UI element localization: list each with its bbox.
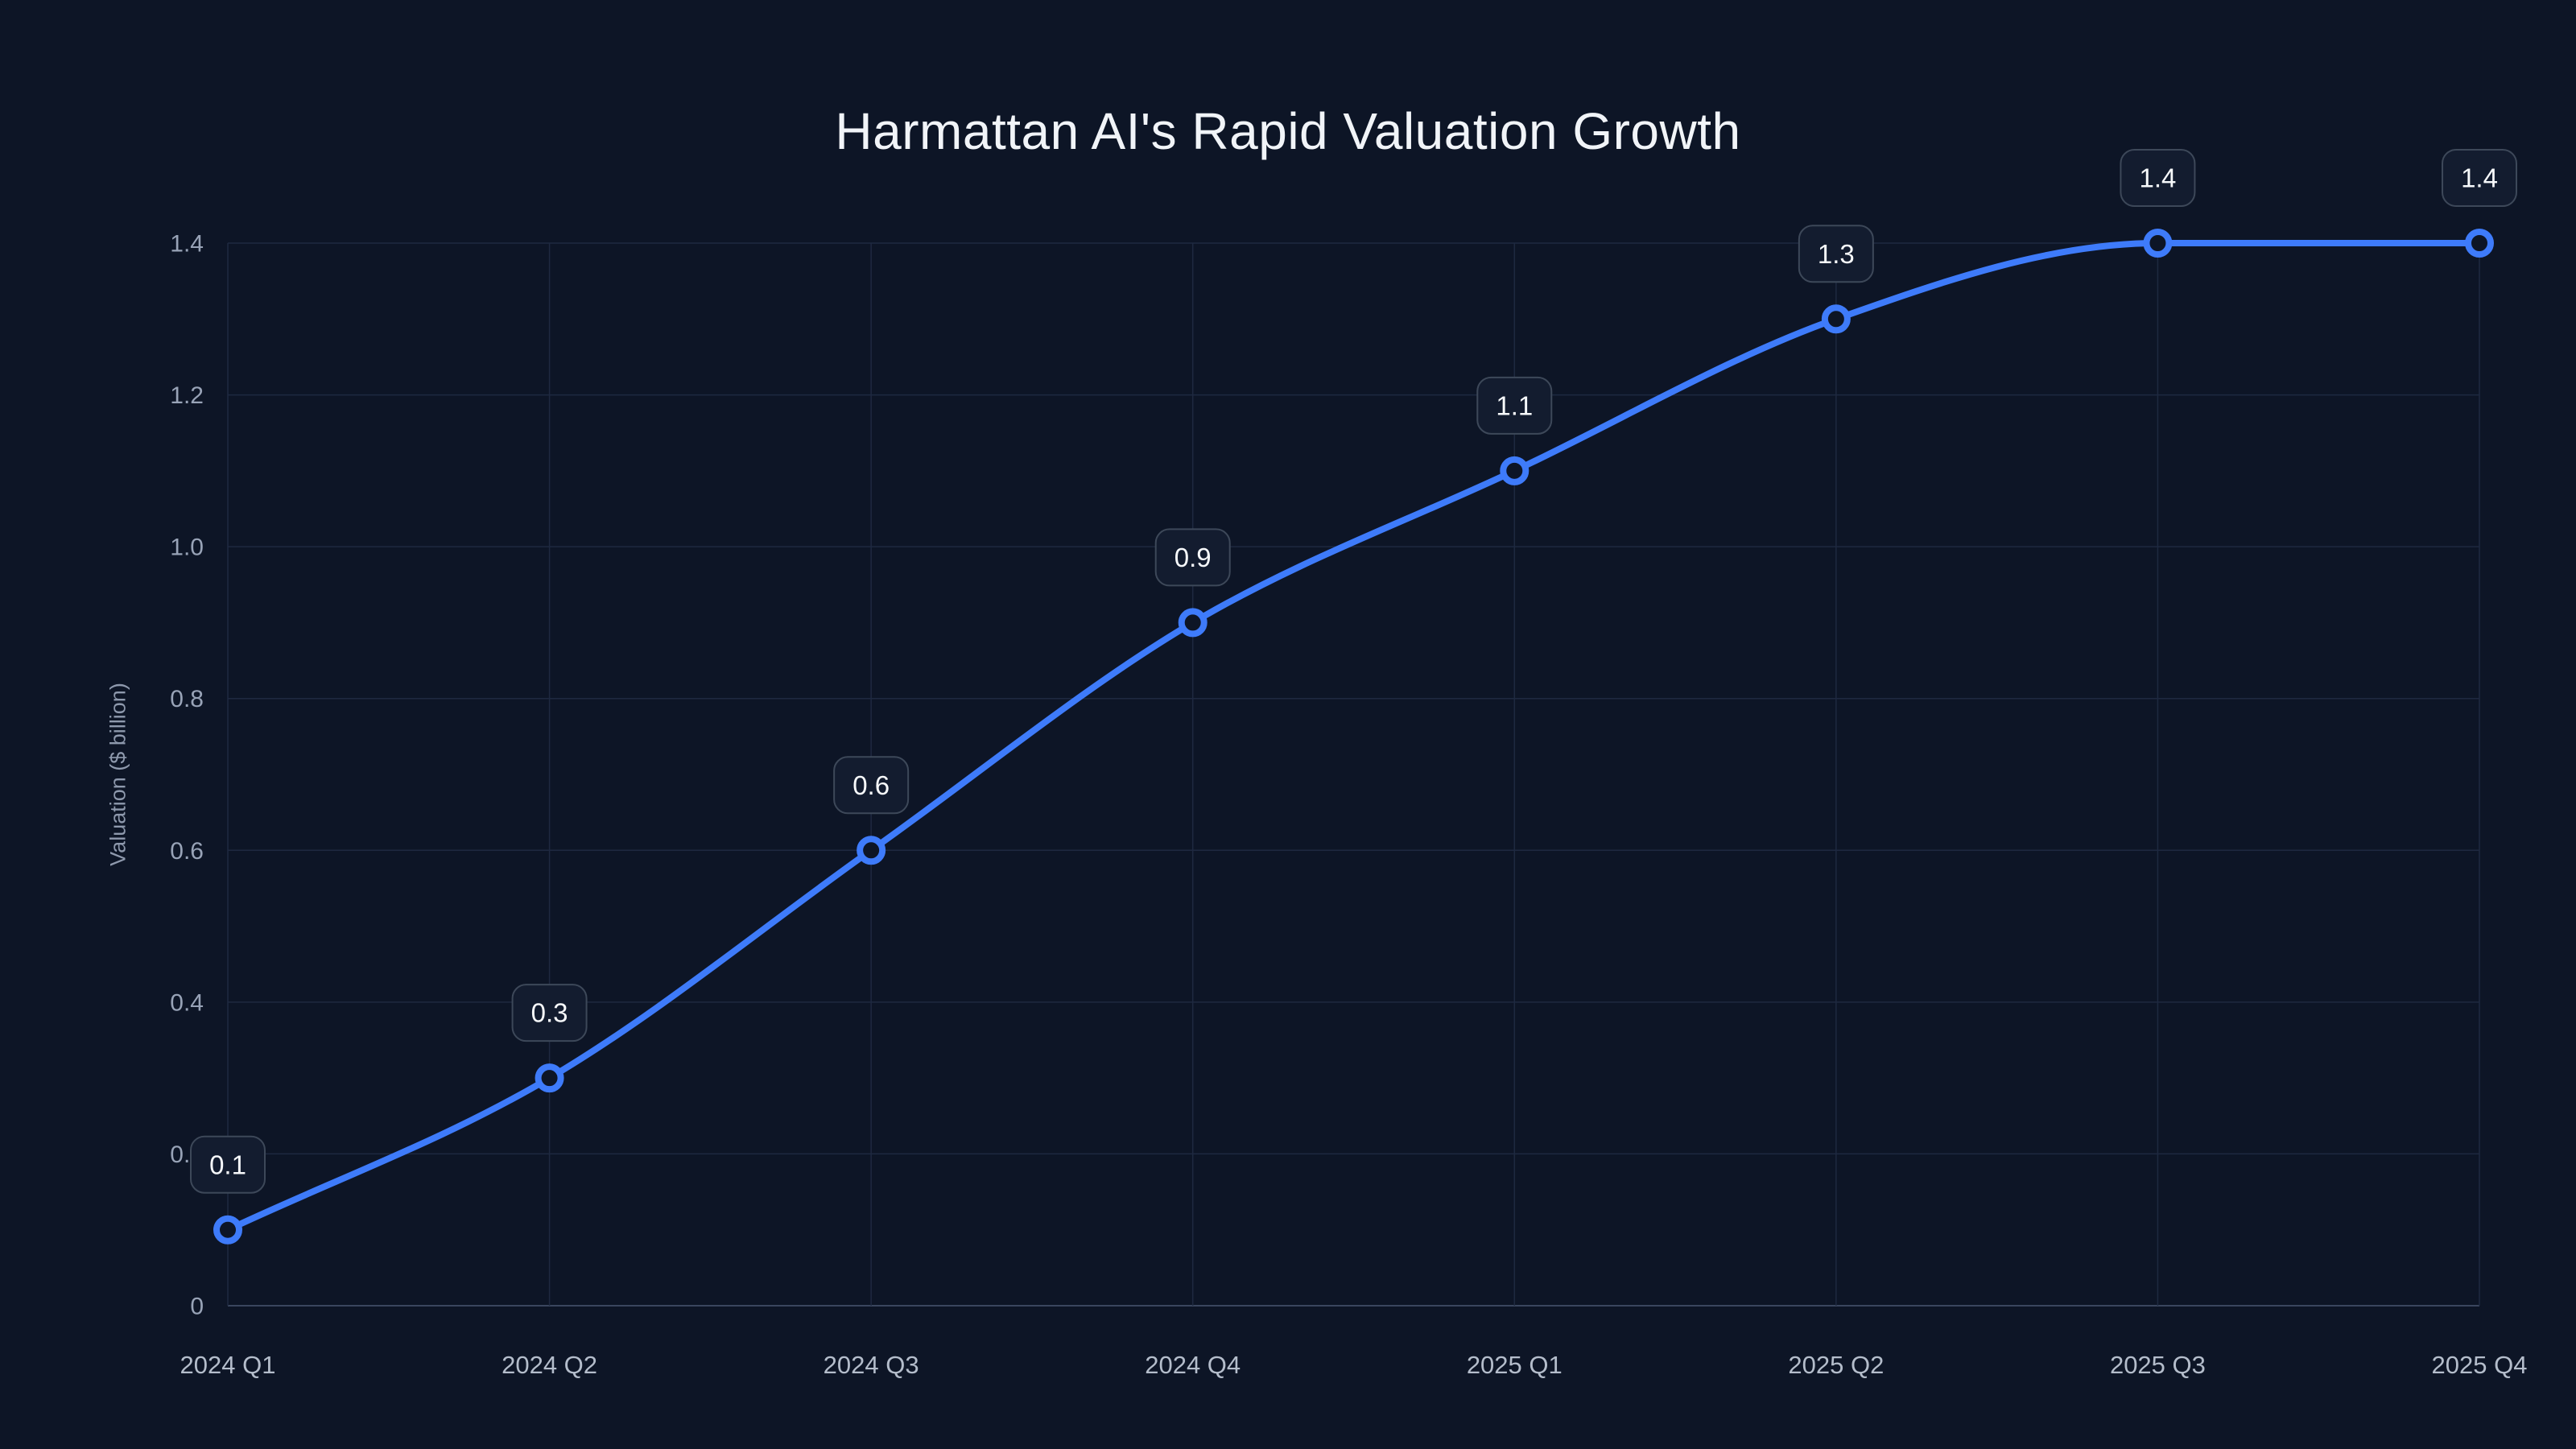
data-label: 1.4 <box>2139 163 2176 193</box>
data-point-marker[interactable] <box>2465 229 2494 258</box>
y-tick-label: 1.4 <box>170 231 204 258</box>
data-point-marker[interactable] <box>1821 304 1851 334</box>
x-axis-label: 2024 Q1 <box>180 1351 276 1379</box>
data-label: 0.1 <box>209 1150 246 1179</box>
y-tick-label: 0.6 <box>170 838 204 865</box>
data-label-box <box>1154 528 1231 587</box>
y-tick-label: 0.4 <box>170 989 204 1016</box>
x-axis-label: 2025 Q1 <box>1467 1351 1563 1379</box>
data-label-box <box>2120 149 2196 207</box>
data-label: 0.6 <box>852 770 890 800</box>
data-point-marker[interactable] <box>1178 608 1208 638</box>
data-label-box <box>2442 149 2517 207</box>
x-axis-label: 2025 Q2 <box>1788 1351 1884 1379</box>
x-axis-label: 2024 Q2 <box>502 1351 597 1379</box>
y-tick-label: 1.2 <box>170 382 204 409</box>
data-label-box <box>1476 376 1553 435</box>
x-axis-label: 2024 Q3 <box>824 1351 919 1379</box>
data-label-box <box>190 1135 266 1194</box>
data-label-box <box>1798 225 1874 283</box>
data-point-marker[interactable] <box>857 836 886 865</box>
data-label: 1.1 <box>1496 390 1533 420</box>
data-label: 1.4 <box>2461 163 2498 193</box>
data-point-marker[interactable] <box>535 1063 564 1093</box>
data-label-box <box>833 756 910 815</box>
y-tick-label: 1.0 <box>170 535 204 561</box>
x-axis-label: 2024 Q4 <box>1145 1351 1241 1379</box>
data-point-marker[interactable] <box>213 1215 242 1245</box>
data-point-marker[interactable] <box>2143 229 2173 258</box>
series-line <box>225 239 2483 1233</box>
data-label-box <box>511 984 588 1042</box>
data-label: 0.3 <box>531 998 568 1028</box>
y-tick-label: 0.8 <box>170 686 204 712</box>
y-tick-label: 0 <box>190 1294 204 1320</box>
x-axis-label: 2025 Q4 <box>2432 1351 2528 1379</box>
data-point-marker[interactable] <box>1500 456 1530 485</box>
data-label: 0.9 <box>1174 543 1212 572</box>
chart-title: Harmattan AI's Rapid Valuation Growth <box>835 102 1741 160</box>
data-label: 1.3 <box>1818 239 1855 269</box>
x-axis-label: 2025 Q3 <box>2110 1351 2206 1379</box>
